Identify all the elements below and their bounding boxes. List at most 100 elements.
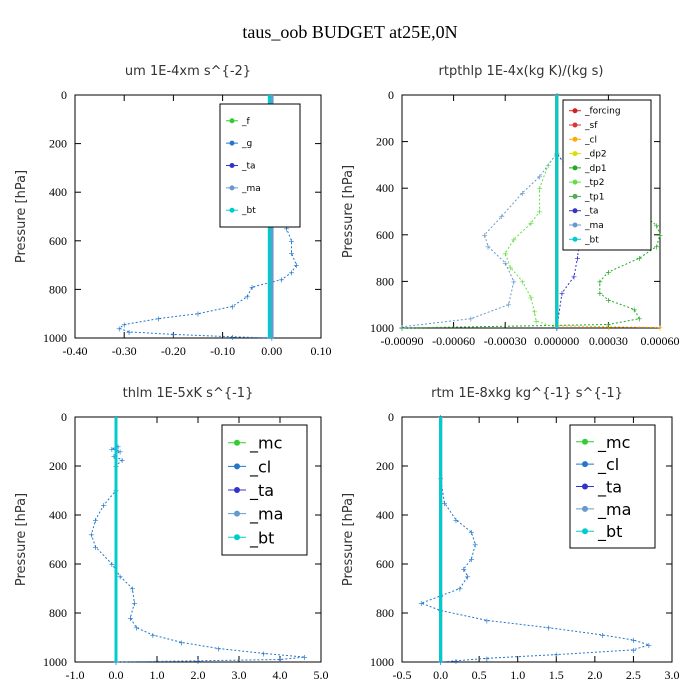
legend-label: _bt [584, 235, 599, 245]
data-point: + [115, 442, 122, 451]
x-tick-label: 0.00060 [641, 334, 680, 348]
legend-marker [229, 185, 235, 191]
data-point: + [121, 321, 128, 330]
data-point: + [288, 249, 295, 258]
data-point: + [631, 305, 638, 314]
x-tick-label: -0.20 [161, 344, 186, 358]
y-tick-label: 200 [376, 135, 394, 149]
data-point: + [472, 540, 479, 549]
data-point: + [283, 225, 290, 234]
data-point: + [441, 499, 448, 508]
series-line-g [118, 118, 298, 339]
data-point: + [502, 249, 509, 258]
legend-marker [582, 505, 588, 512]
x-tick-label: 4.0 [273, 668, 288, 682]
x-tick-label: -1.0 [66, 668, 85, 682]
legend-box [562, 99, 652, 251]
y-axis-label: Pressure [hPa] [14, 493, 29, 586]
legend-marker [572, 136, 578, 142]
data-point: + [574, 254, 581, 263]
x-tick-label: -0.40 [63, 344, 88, 358]
x-tick-label: -0.5 [393, 668, 412, 682]
legend-marker [572, 151, 578, 157]
data-point: + [170, 330, 177, 339]
x-tick-label: 0.000000 [534, 334, 579, 348]
legend-label: _bt [241, 206, 256, 216]
data-point: + [528, 294, 535, 303]
legend-marker [572, 122, 578, 128]
legend-marker [572, 165, 578, 171]
y-tick-label: 0 [388, 88, 394, 102]
legend-marker [582, 483, 588, 490]
legend-label: _ma [249, 505, 283, 525]
x-tick-label: -0.00060 [432, 334, 475, 348]
legend-label: _g [241, 139, 252, 149]
data-point: + [630, 646, 637, 655]
legend-marker [572, 222, 578, 228]
data-point: + [484, 654, 491, 663]
data-point: + [571, 273, 578, 282]
legend-marker [582, 461, 588, 468]
x-tick-label: 3.0 [665, 668, 680, 682]
legend-marker [234, 534, 240, 541]
x-tick-label: -0.30 [112, 344, 137, 358]
data-point: + [133, 624, 140, 633]
data-point: + [111, 452, 118, 461]
legend-label: _dp2 [584, 150, 607, 160]
data-point: + [457, 585, 464, 594]
data-point: + [301, 653, 308, 662]
y-tick-label: 200 [376, 459, 394, 473]
y-tick-label: 0 [61, 410, 67, 424]
data-point: + [505, 301, 512, 310]
data-point: + [109, 445, 116, 454]
legend-label: _ta [241, 162, 256, 172]
x-tick-label: 3.0 [232, 668, 247, 682]
y-tick-label: 600 [376, 557, 394, 571]
legend-label: _bt [597, 522, 622, 542]
legend-label: _forcing [584, 107, 621, 117]
data-point: + [195, 657, 202, 666]
data-point: + [605, 296, 612, 305]
legend-label: _cl [249, 457, 271, 477]
y-tick-label: 400 [49, 508, 67, 522]
y-tick-label: 800 [49, 606, 67, 620]
x-tick-label: 1.0 [150, 668, 165, 682]
legend-label: _dp1 [584, 164, 607, 174]
legend-marker [572, 236, 578, 242]
data-point: + [155, 315, 162, 324]
series-line-dp1 [401, 95, 661, 329]
y-tick-label: 600 [49, 557, 67, 571]
data-point: + [109, 560, 116, 569]
data-point: + [268, 334, 275, 343]
series-line-ma [401, 95, 558, 328]
data-point: + [657, 231, 664, 240]
x-tick-label: 0.10 [311, 344, 332, 358]
x-tick-label: 0.5 [472, 668, 487, 682]
y-axis-label: Pressure [hPa] [14, 170, 29, 263]
legend-label: _sf [584, 121, 598, 131]
data-point: + [545, 624, 552, 633]
y-tick-label: 1000 [370, 321, 394, 335]
legend-marker [229, 118, 235, 124]
data-point: + [510, 277, 517, 286]
legend-label: _ta [249, 481, 274, 501]
data-point: + [117, 572, 124, 581]
y-tick-label: 1000 [43, 331, 67, 345]
legend-marker [229, 207, 235, 213]
y-tick-label: 400 [376, 508, 394, 522]
y-tick-label: 200 [49, 137, 67, 151]
legend-marker [572, 108, 578, 114]
y-tick-label: 1000 [370, 655, 394, 669]
y-tick-label: 400 [376, 181, 394, 195]
legend-label: _mc [249, 434, 282, 454]
data-point: + [605, 323, 612, 332]
data-point: + [630, 636, 637, 645]
legend-marker [582, 438, 588, 445]
series-line-tp2 [504, 95, 558, 329]
y-tick-label: 600 [49, 234, 67, 248]
data-point: + [484, 616, 491, 625]
x-tick-label: 0.00030 [589, 334, 628, 348]
data-point: + [88, 531, 95, 540]
data-point: + [481, 231, 488, 240]
data-point: + [92, 543, 99, 552]
